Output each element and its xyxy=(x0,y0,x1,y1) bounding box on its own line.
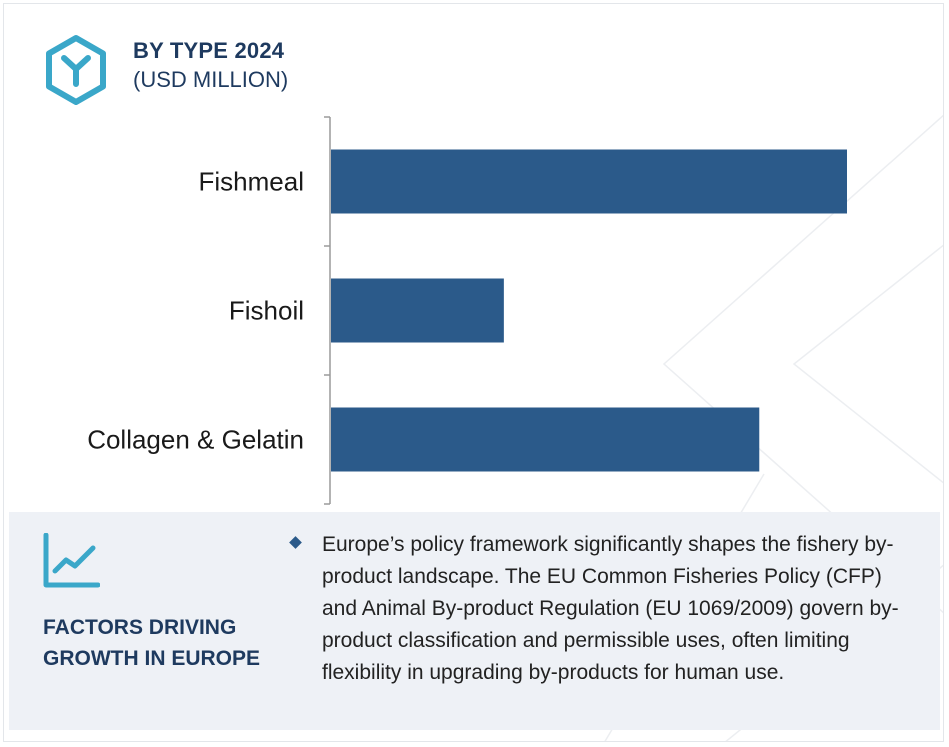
category-label: Fishoil xyxy=(229,296,304,326)
growth-chart-icon xyxy=(43,533,100,588)
diamond-bullet-icon xyxy=(289,536,302,549)
bar-fishmeal xyxy=(331,149,847,214)
bar-series xyxy=(331,149,847,472)
bar-fishoil xyxy=(331,278,504,343)
category-label: Fishmeal xyxy=(199,167,304,197)
chart-subtitle: (USD MILLION) xyxy=(133,67,289,92)
bar-collagen-gelatin xyxy=(331,407,760,472)
factors-panel: FACTORS DRIVING GROWTH IN EUROPE Europe’… xyxy=(9,512,940,730)
category-labels: Fishmeal Fishoil Collagen & Gelatin xyxy=(87,167,304,455)
chart-title: BY TYPE 2024 xyxy=(133,38,285,63)
factors-description: Europe’s policy framework significantly … xyxy=(322,533,899,684)
hexagon-y-logo-icon xyxy=(46,35,106,105)
factors-heading: FACTORS DRIVING GROWTH IN EUROPE xyxy=(43,616,261,670)
y-axis xyxy=(324,116,331,505)
bar-chart: Fishmeal Fishoil Collagen & Gelatin xyxy=(87,116,847,505)
category-label: Collagen & Gelatin xyxy=(87,425,304,455)
